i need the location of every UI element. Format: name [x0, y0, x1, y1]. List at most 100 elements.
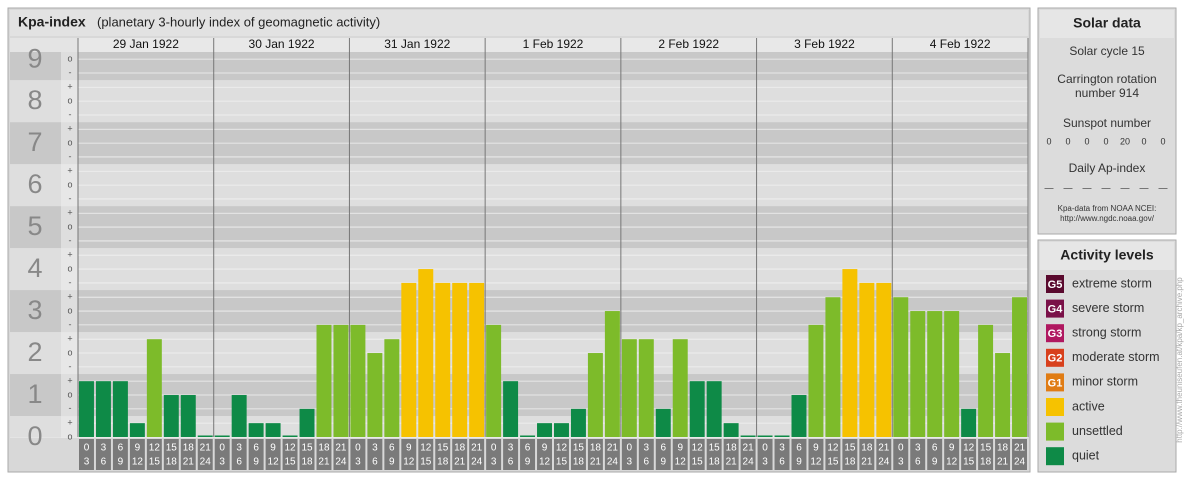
interval-end: 3 [627, 457, 633, 468]
interval-start: 21 [335, 443, 347, 454]
bar [825, 297, 841, 437]
bar [774, 435, 790, 437]
interval-cell [503, 439, 519, 470]
interval-cell [910, 439, 926, 470]
interval-end: 15 [692, 457, 704, 468]
interval-end: 18 [709, 457, 721, 468]
bar [689, 381, 705, 437]
bar [655, 408, 671, 437]
level-swatch [1046, 422, 1064, 441]
minor-tick-label: + [67, 250, 72, 260]
levels-title-bar [1040, 242, 1174, 270]
y-tick-label: 3 [27, 295, 42, 325]
minor-tick-label: o [67, 431, 72, 441]
solar-title-bar [1040, 10, 1174, 38]
date-label: 30 Jan 1922 [249, 37, 315, 51]
interval-start: 12 [963, 443, 975, 454]
bar [214, 435, 230, 437]
interval-end: 21 [997, 457, 1009, 468]
interval-start: 15 [844, 443, 856, 454]
carrington: number 914 [1075, 86, 1139, 100]
interval-start: 18 [997, 443, 1009, 454]
minor-tick-label: - [69, 277, 72, 287]
level-code: G3 [1048, 328, 1063, 340]
interval-cell [927, 439, 943, 470]
bar [333, 324, 349, 437]
level-name: extreme storm [1072, 276, 1152, 290]
interval-start: 9 [813, 443, 819, 454]
interval-start: 9 [406, 443, 412, 454]
interval-end: 24 [335, 457, 347, 468]
interval-cell [79, 439, 94, 470]
date-header-bg [78, 38, 1028, 52]
interval-start: 9 [542, 443, 548, 454]
interval-start: 0 [84, 443, 90, 454]
interval-cell [706, 439, 722, 470]
interval-end: 12 [268, 457, 280, 468]
bar [197, 435, 213, 437]
interval-end: 15 [827, 457, 839, 468]
interval-end: 9 [796, 457, 802, 468]
minor-tick-label: - [69, 109, 72, 119]
level-name: minor storm [1072, 375, 1138, 389]
interval-end: 3 [762, 457, 768, 468]
interval-start: 9 [677, 443, 683, 454]
interval-cell [452, 439, 468, 470]
ap-value: — [1045, 182, 1054, 192]
date-label: 4 Feb 1922 [930, 37, 991, 51]
interval-cell [197, 439, 213, 470]
bar [265, 423, 281, 437]
interval-start: 21 [471, 443, 483, 454]
interval-end: 12 [946, 457, 958, 468]
interval-cell [1012, 439, 1027, 470]
minor-tick-label: - [69, 235, 72, 245]
y-tick-label: 8 [27, 85, 42, 115]
bar [350, 324, 366, 437]
interval-cell [655, 439, 671, 470]
interval-end: 6 [508, 457, 514, 468]
level-code: G5 [1048, 279, 1063, 291]
minor-tick-label: o [67, 137, 72, 147]
interval-cell [469, 439, 485, 470]
level-name: active [1072, 399, 1105, 413]
minor-tick-label: - [69, 151, 72, 161]
interval-start: 18 [183, 443, 195, 454]
interval-cell [418, 439, 434, 470]
interval-cell [180, 439, 196, 470]
bar [876, 282, 892, 437]
bar [418, 269, 434, 437]
level-name: moderate storm [1072, 350, 1160, 364]
interval-start: 21 [1014, 443, 1026, 454]
interval-cell [978, 439, 994, 470]
interval-start: 21 [607, 443, 619, 454]
interval-end: 12 [539, 457, 551, 468]
level-swatch [1046, 373, 1064, 392]
bar [384, 339, 400, 437]
interval-end: 12 [132, 457, 144, 468]
interval-start: 15 [301, 443, 313, 454]
interval-cell [112, 439, 128, 470]
interval-cell [689, 439, 705, 470]
minor-tick-label: - [69, 319, 72, 329]
interval-end: 15 [149, 457, 161, 468]
solar-cycle: Solar cycle 15 [1069, 44, 1145, 58]
bar [978, 324, 994, 437]
bar [910, 311, 926, 437]
level-swatch [1046, 447, 1064, 466]
ap-value: — [1140, 182, 1149, 192]
interval-start: 3 [508, 443, 514, 454]
subtitle: (planetary 3-hourly index of geomagnetic… [97, 14, 380, 29]
interval-cell [299, 439, 315, 470]
interval-cell [791, 439, 807, 470]
interval-start: 12 [149, 443, 161, 454]
levels-title: Activity levels [1060, 247, 1154, 263]
interval-end: 24 [607, 457, 619, 468]
interval-end: 15 [556, 457, 568, 468]
minor-tick-label: o [67, 347, 72, 357]
interval-start: 6 [525, 443, 531, 454]
ap-value: — [1159, 182, 1168, 192]
interval-cell [163, 439, 179, 470]
interval-cell [876, 439, 892, 470]
minor-tick-label: + [67, 418, 72, 428]
